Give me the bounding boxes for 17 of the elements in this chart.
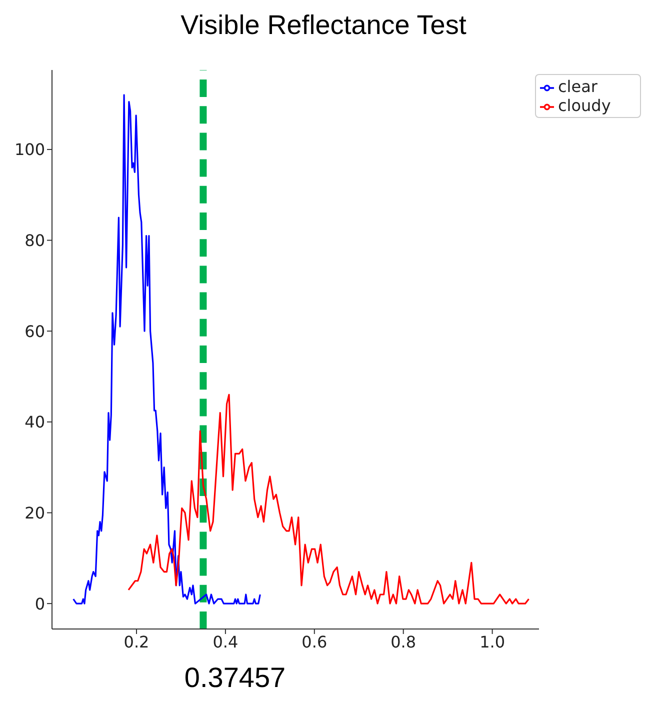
legend-label: clear — [558, 77, 598, 96]
x-tick-label: 0.4 — [212, 632, 238, 652]
y-tick-label: 20 — [24, 503, 45, 522]
y-tick-label: 80 — [24, 230, 45, 250]
y-tick-label: 40 — [24, 412, 45, 432]
x-tick-label: 0.6 — [302, 632, 328, 652]
x-tick-label: 0.2 — [124, 632, 150, 652]
y-tick-label: 100 — [14, 140, 45, 160]
x-tick-label: 0.8 — [390, 632, 416, 652]
y-tick-label: 0 — [34, 594, 45, 614]
legend-label: cloudy — [558, 96, 611, 115]
line-series — [72, 94, 261, 604]
chart-title: Visible Reflectance Test — [180, 10, 468, 41]
text: 0.37457 — [183, 662, 287, 694]
line-series — [128, 394, 530, 604]
y-tick-label: 60 — [24, 322, 45, 341]
x-tick-label: 1.0 — [480, 632, 506, 652]
